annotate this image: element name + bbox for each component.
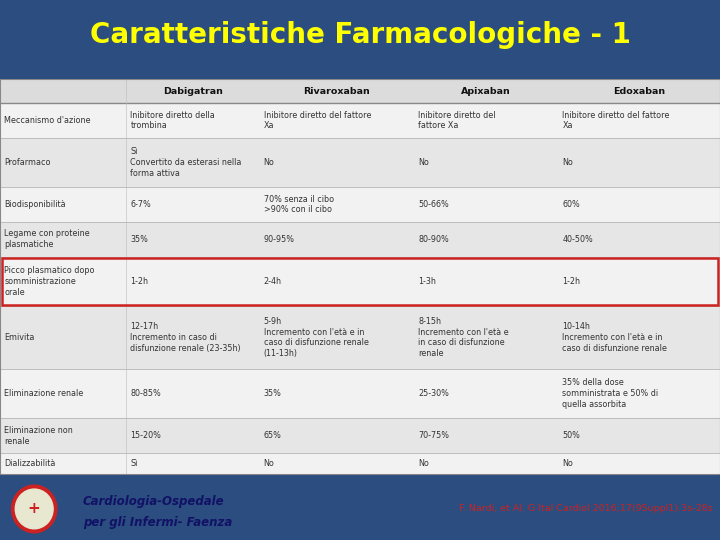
Text: No: No: [418, 158, 429, 167]
Text: 90-95%: 90-95%: [264, 235, 294, 244]
Text: No: No: [264, 459, 274, 468]
Text: 35%: 35%: [264, 389, 282, 398]
Text: Eliminazione non
renale: Eliminazione non renale: [4, 426, 73, 445]
Text: 10-14h
Incremento con l'età e in
caso di disfunzione renale: 10-14h Incremento con l'età e in caso di…: [562, 322, 667, 353]
Text: No: No: [562, 158, 573, 167]
Text: Caratteristiche Farmacologiche - 1: Caratteristiche Farmacologiche - 1: [89, 21, 631, 49]
Circle shape: [12, 485, 57, 533]
Text: No: No: [562, 459, 573, 468]
Text: Edoxaban: Edoxaban: [613, 86, 665, 96]
Bar: [0, 306, 720, 369]
Text: per gli Infermi- Faenza: per gli Infermi- Faenza: [83, 516, 232, 529]
Text: +: +: [28, 502, 40, 516]
Text: Picco plasmatico dopo
somministrazione
orale: Picco plasmatico dopo somministrazione o…: [4, 266, 95, 296]
Text: 25-30%: 25-30%: [418, 389, 449, 398]
Text: Sì
Convertito da esterasi nella
forma attiva: Sì Convertito da esterasi nella forma at…: [130, 147, 242, 178]
Text: Dializzabilità: Dializzabilità: [4, 459, 55, 468]
Text: Cardiologia-Ospedale: Cardiologia-Ospedale: [83, 495, 225, 508]
Text: Rivaroxaban: Rivaroxaban: [303, 86, 370, 96]
Text: Apixaban: Apixaban: [461, 86, 511, 96]
Text: 2-4h: 2-4h: [264, 277, 282, 286]
Text: 1-3h: 1-3h: [418, 277, 436, 286]
Text: Biodisponibilità: Biodisponibilità: [4, 200, 66, 209]
Bar: [0, 453, 720, 474]
Text: No: No: [418, 459, 429, 468]
Bar: [0, 138, 720, 187]
Text: Sì: Sì: [130, 459, 138, 468]
Text: 5-9h
Incremento con l'età e in
caso di disfunzione renale
(11-13h): 5-9h Incremento con l'età e in caso di d…: [264, 317, 369, 358]
Text: 15-20%: 15-20%: [130, 431, 161, 440]
Bar: [0, 369, 720, 418]
Bar: [0, 187, 720, 222]
Text: Inibitore diretto del fattore
Xa: Inibitore diretto del fattore Xa: [264, 111, 371, 130]
Text: F. Nardi, et Al. G Ital Cardiol 2016;17(9Suppl1):3s-28s: F. Nardi, et Al. G Ital Cardiol 2016;17(…: [459, 504, 713, 514]
Text: 60%: 60%: [562, 200, 580, 209]
Text: 12-17h
Incremento in caso di
disfunzione renale (23-35h): 12-17h Incremento in caso di disfunzione…: [130, 322, 241, 353]
Text: 40-50%: 40-50%: [562, 235, 593, 244]
Text: 1-2h: 1-2h: [130, 277, 148, 286]
Text: 80-85%: 80-85%: [130, 389, 161, 398]
Text: Inibitore diretto del
fattore Xa: Inibitore diretto del fattore Xa: [418, 111, 496, 130]
Text: Eliminazione renale: Eliminazione renale: [4, 389, 84, 398]
Text: No: No: [264, 158, 274, 167]
Bar: [0, 222, 720, 257]
Text: Legame con proteine
plasmatiche: Legame con proteine plasmatiche: [4, 230, 90, 249]
Text: Inibitore diretto della
trombina: Inibitore diretto della trombina: [130, 111, 215, 130]
Text: Emivita: Emivita: [4, 333, 35, 342]
Bar: [0, 418, 720, 453]
Text: 50-66%: 50-66%: [418, 200, 449, 209]
Text: Dabigatran: Dabigatran: [163, 86, 222, 96]
Text: 70-75%: 70-75%: [418, 431, 449, 440]
Circle shape: [15, 489, 53, 529]
Text: 65%: 65%: [264, 431, 282, 440]
Text: 80-90%: 80-90%: [418, 235, 449, 244]
Text: 1-2h: 1-2h: [562, 277, 580, 286]
Text: 35%: 35%: [130, 235, 148, 244]
Bar: [0, 103, 720, 138]
Text: 70% senza il cibo
>90% con il cibo: 70% senza il cibo >90% con il cibo: [264, 194, 333, 214]
Text: Inibitore diretto del fattore
Xa: Inibitore diretto del fattore Xa: [562, 111, 670, 130]
Bar: [0, 79, 720, 103]
Bar: [0, 257, 720, 306]
Text: 50%: 50%: [562, 431, 580, 440]
Text: Meccanismo d'azione: Meccanismo d'azione: [4, 116, 91, 125]
Text: 6-7%: 6-7%: [130, 200, 151, 209]
Text: 35% della dose
somministrata e 50% di
quella assorbita: 35% della dose somministrata e 50% di qu…: [562, 379, 659, 409]
Text: 8-15h
Incremento con l'età e
in caso di disfunzione
renale: 8-15h Incremento con l'età e in caso di …: [418, 317, 509, 358]
Text: Profarmaco: Profarmaco: [4, 158, 51, 167]
Bar: [2, 258, 718, 305]
